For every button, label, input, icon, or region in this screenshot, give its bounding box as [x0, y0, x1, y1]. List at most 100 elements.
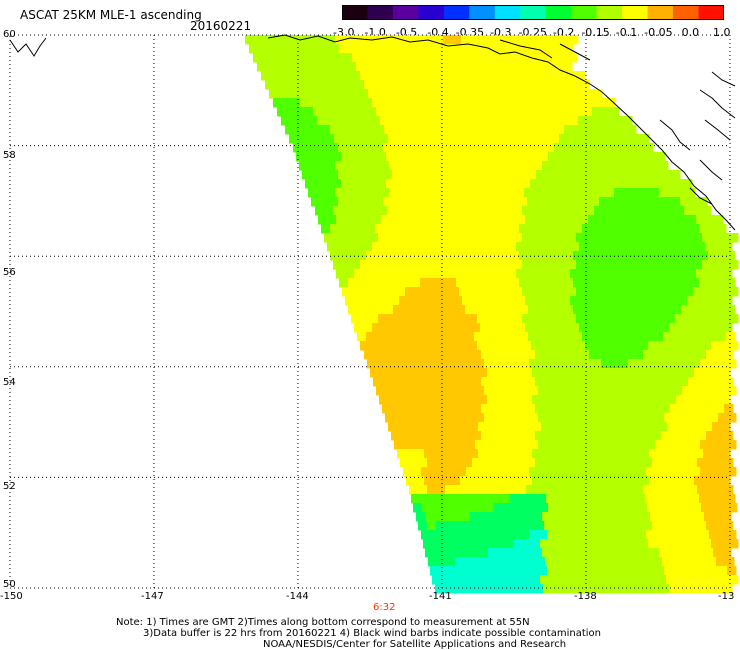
field-cell	[560, 116, 570, 126]
field-cell	[357, 125, 367, 135]
field-cell	[473, 143, 483, 153]
field-cell	[520, 413, 530, 423]
field-cell	[514, 134, 524, 144]
field-cell	[365, 62, 375, 72]
field-cell	[617, 170, 627, 180]
field-cell	[717, 305, 727, 315]
field-cell	[690, 224, 700, 234]
field-cell	[675, 233, 685, 243]
coastline	[9, 34, 736, 231]
field-cell	[484, 413, 494, 423]
field-cell	[630, 260, 640, 270]
field-cell	[303, 125, 313, 135]
field-cell	[724, 404, 734, 414]
field-cell	[494, 179, 504, 189]
field-cell	[338, 170, 348, 180]
field-cell	[379, 395, 389, 405]
field-cell	[354, 98, 364, 108]
field-cell	[373, 377, 383, 387]
field-cell	[535, 350, 545, 360]
field-cell	[662, 197, 672, 207]
field-cell	[531, 575, 541, 585]
field-cell	[562, 404, 572, 414]
field-cell	[495, 539, 505, 549]
field-cell	[504, 206, 514, 216]
field-cell	[702, 206, 712, 216]
field-cell	[684, 233, 694, 243]
field-cell	[660, 323, 670, 333]
field-cell	[311, 170, 321, 180]
field-cell	[345, 296, 355, 306]
field-cell	[456, 251, 466, 261]
field-cell	[711, 539, 721, 549]
field-cell	[479, 35, 489, 45]
field-cell	[606, 296, 616, 306]
field-cell	[444, 323, 454, 333]
field-cell	[711, 575, 721, 585]
field-cell	[672, 224, 682, 234]
field-cell	[709, 386, 719, 396]
field-cell	[644, 170, 654, 180]
field-cell	[527, 197, 537, 207]
field-cell	[558, 71, 568, 81]
field-cell	[360, 260, 370, 270]
field-cell	[508, 458, 518, 468]
field-cell	[367, 359, 377, 369]
field-cell	[405, 233, 415, 243]
field-cell	[434, 512, 444, 522]
field-cell	[475, 566, 485, 576]
field-cell	[601, 386, 611, 396]
field-cell	[407, 161, 417, 171]
field-cell	[565, 530, 575, 540]
field-cell	[412, 440, 422, 450]
field-cell	[560, 548, 570, 558]
field-cell	[681, 332, 691, 342]
field-cell	[697, 350, 707, 360]
field-cell	[514, 53, 524, 63]
field-cell	[714, 296, 724, 306]
field-cell	[544, 377, 554, 387]
field-cell	[481, 431, 491, 441]
field-cell	[428, 62, 438, 72]
field-cell	[635, 557, 645, 567]
field-cell	[577, 134, 587, 144]
field-cell	[413, 152, 423, 162]
field-cell	[514, 368, 524, 378]
field-cell	[627, 494, 637, 504]
field-cell	[585, 575, 595, 585]
field-cell	[350, 179, 360, 189]
field-cell	[678, 584, 688, 594]
field-cell	[415, 53, 425, 63]
field-cell	[522, 206, 532, 216]
field-cell	[429, 278, 439, 288]
field-cell	[567, 206, 577, 216]
field-cell	[437, 170, 447, 180]
field-cell	[621, 314, 631, 324]
field-cell	[510, 224, 520, 234]
field-cell	[531, 287, 541, 297]
field-cell	[289, 134, 299, 144]
field-cell	[537, 494, 547, 504]
field-cell	[423, 71, 433, 81]
field-cell	[384, 251, 394, 261]
field-cell	[709, 413, 719, 423]
field-cell	[468, 575, 478, 585]
field-cell	[403, 386, 413, 396]
field-cell	[617, 143, 627, 153]
field-cell	[619, 359, 629, 369]
field-cell	[385, 359, 395, 369]
field-cell	[549, 287, 559, 297]
field-cell	[589, 458, 599, 468]
field-cell	[326, 116, 336, 126]
field-cell	[553, 458, 563, 468]
field-cell	[311, 62, 321, 72]
field-cell	[586, 134, 596, 144]
field-cell	[554, 62, 564, 72]
field-cell	[609, 494, 619, 504]
field-cell	[651, 296, 661, 306]
field-cell	[430, 386, 440, 396]
field-cell	[396, 71, 406, 81]
field-cell	[533, 548, 543, 558]
field-cell	[649, 395, 659, 405]
field-cell	[631, 422, 641, 432]
